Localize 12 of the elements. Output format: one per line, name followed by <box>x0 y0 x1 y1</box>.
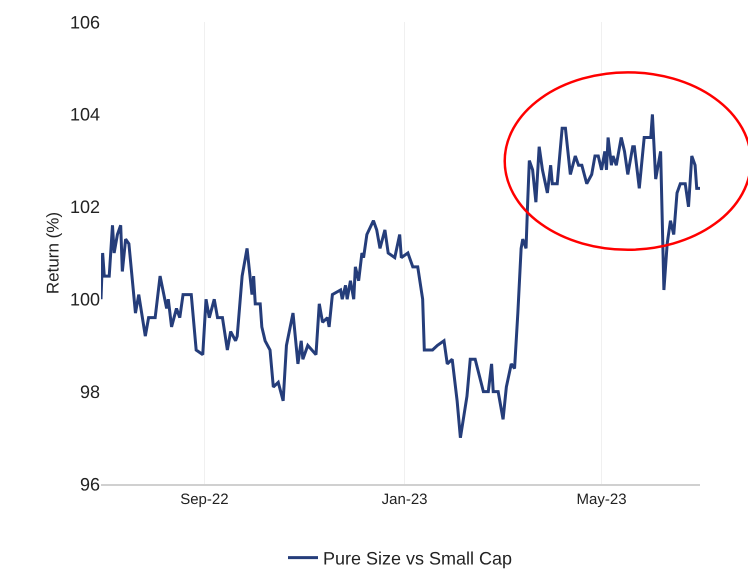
y-tick-label: 102 <box>70 197 100 218</box>
y-tick-label: 96 <box>80 474 100 494</box>
line-series <box>101 112 700 440</box>
y-axis-title: Return (%) <box>44 212 63 294</box>
x-tick-label: Jan-23 <box>382 491 428 508</box>
y-tick-label: 106 <box>70 12 100 32</box>
x-tick-label: May-23 <box>576 491 627 508</box>
x-tick-label: Sep-22 <box>180 491 229 508</box>
y-tick-label: 98 <box>80 382 100 402</box>
y-tick-label: 104 <box>70 104 100 125</box>
legend-label: Pure Size vs Small Cap <box>323 548 512 569</box>
y-tick-label: 100 <box>70 290 100 310</box>
